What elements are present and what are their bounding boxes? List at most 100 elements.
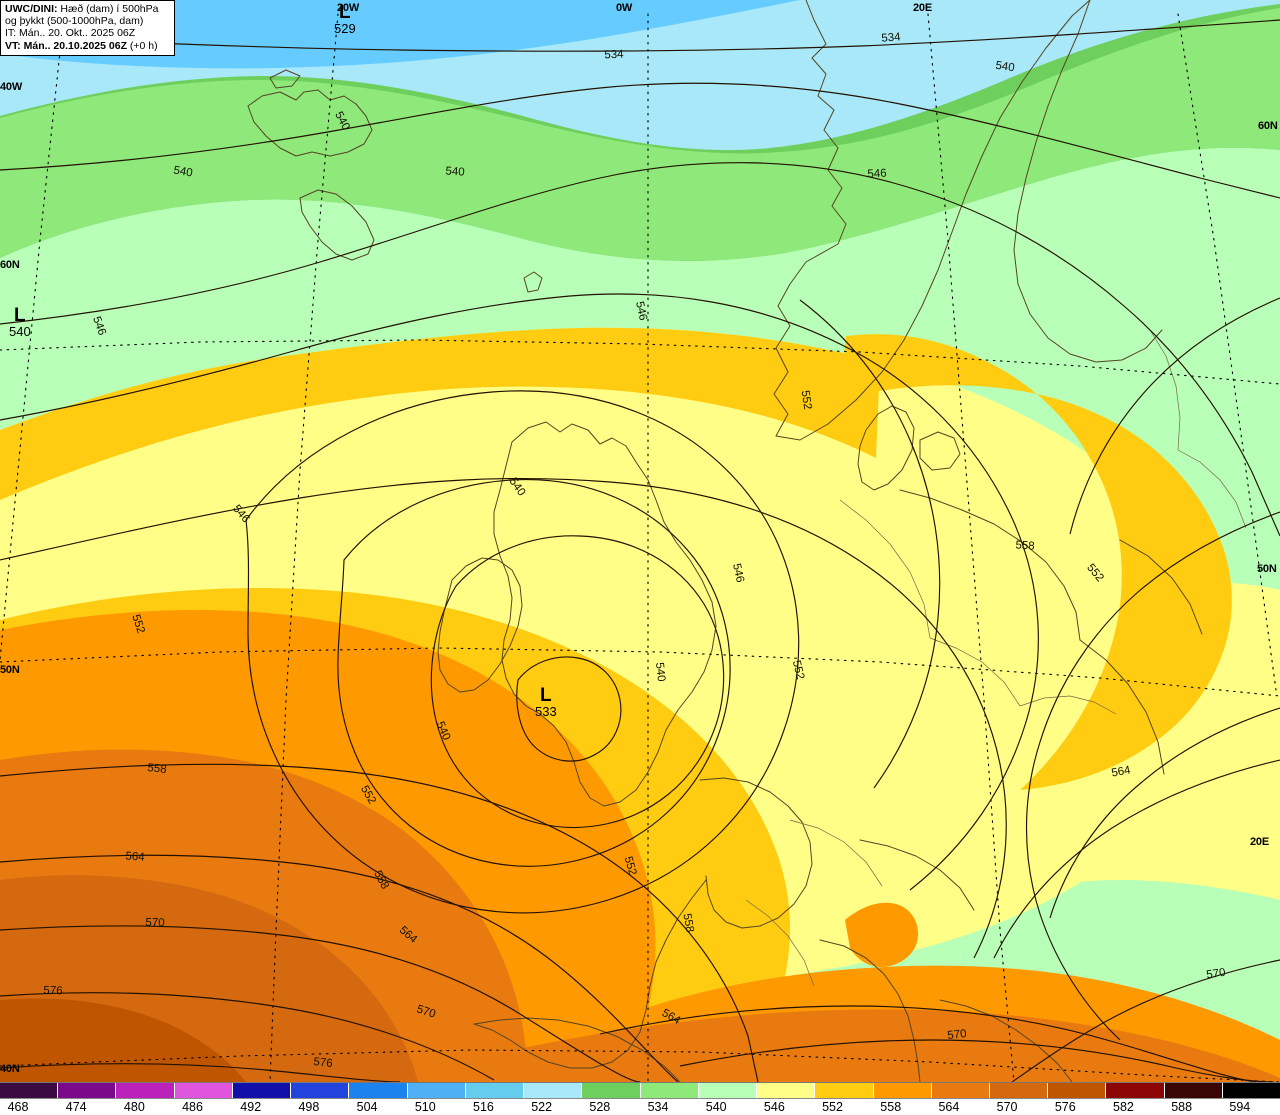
- svg-text:540: 540: [173, 164, 194, 179]
- colorbar-swatch-528[interactable]: [582, 1083, 641, 1098]
- colorbar-tick-570: 570: [996, 1100, 1018, 1114]
- coast-iceland-nw: [269, 69, 301, 89]
- contour-564-med: [599, 1005, 1257, 1082]
- coast-ireland: [437, 557, 523, 693]
- grid-label-60n-4: 60N: [1258, 120, 1278, 132]
- colorbar-tick-558: 558: [880, 1100, 902, 1114]
- contour-label-540-5: 540: [445, 165, 465, 178]
- colorbar-swatch-516[interactable]: [465, 1083, 525, 1098]
- contour-label-570-30: 570: [415, 1003, 437, 1020]
- grid-label-50n-7: 50N: [0, 664, 20, 676]
- colorbar-tick-540: 540: [705, 1100, 727, 1114]
- contour-576b: [0, 1063, 401, 1082]
- colorbar-swatches[interactable]: [0, 1082, 1280, 1098]
- contour-558: [0, 763, 759, 1082]
- colorbar-swatch-582[interactable]: [1106, 1083, 1165, 1098]
- contour-label-576-33: 576: [313, 1056, 333, 1070]
- colorbar-swatch-576[interactable]: [1048, 1083, 1107, 1098]
- colorbar-swatch-474[interactable]: [58, 1083, 117, 1098]
- map-canvas[interactable]: 534 534 540 540 540 540 546 546 546 552 546 540 546 5…: [0, 0, 1280, 1082]
- svg-text:546: 546: [867, 168, 887, 181]
- fill-band-540-546-upper: [0, 8, 1280, 261]
- contour-label-576-28: 576: [43, 985, 63, 998]
- grid-label-60n-5: 60N: [0, 259, 20, 271]
- colorbar-tick-564: 564: [938, 1100, 960, 1114]
- colorbar-tick-468: 468: [7, 1100, 29, 1114]
- info-field-description: Hæð (dam) í 500hPa og þykkt (500-1000hPa…: [5, 3, 159, 28]
- svg-text:558: 558: [147, 762, 167, 776]
- contour-552: [0, 477, 1007, 959]
- coast-denmark: [857, 405, 915, 491]
- contour-534-closed: [516, 656, 622, 762]
- coast-italy: [819, 939, 921, 1082]
- colorbar-swatch-540[interactable]: [698, 1083, 758, 1098]
- info-init-time-line: IT: Mán.. 20. Okt.. 2025 06Z: [5, 27, 169, 39]
- colorbar-swatch-552[interactable]: [815, 1083, 874, 1098]
- contour-label-552-15: 552: [129, 613, 146, 635]
- contour-label-534-1: 534: [881, 31, 902, 44]
- contour-label-540-4: 540: [173, 164, 194, 179]
- svg-text:570: 570: [415, 1003, 437, 1020]
- grid-label-20e-8: 20E: [1250, 836, 1269, 848]
- contour-label-558-25: 558: [680, 913, 695, 934]
- colorbar-swatch-498[interactable]: [291, 1083, 350, 1098]
- colorbar-tick-576: 576: [1054, 1100, 1076, 1114]
- colorbar-swatch-594[interactable]: [1222, 1083, 1280, 1098]
- colorbar-swatch-486[interactable]: [174, 1083, 233, 1098]
- colorbar-swatch-522[interactable]: [524, 1083, 583, 1098]
- contour-540-closed-outer: [245, 390, 800, 914]
- contour-label-570-29: 570: [1206, 967, 1227, 982]
- contour-540-north: [0, 82, 1280, 199]
- colorbar-swatch-558[interactable]: [873, 1083, 932, 1098]
- colorbar-swatch-570[interactable]: [989, 1083, 1049, 1098]
- contour-576: [0, 992, 495, 1081]
- contour-label-552-9: 552: [799, 390, 814, 411]
- contour-570: [0, 925, 641, 1082]
- colorbar-swatch-504[interactable]: [349, 1083, 408, 1098]
- parallel-50N: [0, 647, 1280, 697]
- contour-label-570-32: 570: [947, 1028, 967, 1042]
- colorbar-swatch-468[interactable]: [0, 1083, 59, 1098]
- colorbar-tick-498: 498: [298, 1100, 320, 1114]
- colorbar-swatch-480[interactable]: [116, 1083, 175, 1098]
- colorbar-tick-504: 504: [356, 1100, 378, 1114]
- contour-546-baltic: [1069, 297, 1280, 535]
- grid-label-20w-0: 20W: [337, 2, 360, 14]
- coast-sweden-east: [1013, 0, 1163, 363]
- svg-text:570: 570: [947, 1028, 967, 1042]
- svg-text:564: 564: [125, 850, 146, 863]
- contour-label-534-0: 534: [604, 49, 624, 62]
- colorbar-swatch-588[interactable]: [1164, 1083, 1223, 1098]
- svg-text:552: 552: [799, 390, 814, 411]
- colorbar-swatch-510[interactable]: [407, 1083, 466, 1098]
- info-valid-time-line: VT: Mán.. 20.10.2025 06Z (+0 h): [5, 40, 169, 52]
- svg-text:570: 570: [1206, 967, 1227, 982]
- colorbar-swatch-546[interactable]: [757, 1083, 816, 1098]
- info-valid-time-value: Mán.. 20.10.2025 06Z: [23, 39, 127, 52]
- svg-text:564: 564: [1111, 764, 1133, 779]
- colorbar-tick-492: 492: [240, 1100, 262, 1114]
- colorbar-tick-588: 588: [1171, 1100, 1193, 1114]
- svg-text:576: 576: [43, 985, 63, 998]
- grid-label-40w-3: 40W: [0, 81, 23, 93]
- colorbar-tick-528: 528: [589, 1100, 611, 1114]
- colorbar[interactable]: 468 474 480 486 492 498 504 510 516 522 528 534 540 5…: [0, 1082, 1280, 1115]
- colorbar-tick-582: 582: [1113, 1100, 1134, 1114]
- meridian-40E: [1177, 13, 1277, 691]
- colorbar-swatch-492[interactable]: [232, 1083, 292, 1098]
- info-init-time-value: Mán.. 20. Okt.. 2025 06Z: [19, 27, 136, 40]
- fill-band-558-564-adriatic: [845, 902, 918, 968]
- meridian-20E: [927, 13, 1015, 1082]
- low-pressure-marker-2: L 540: [9, 305, 31, 338]
- contour-label-564-24: 564: [125, 850, 146, 863]
- svg-text:576: 576: [313, 1056, 333, 1070]
- low-symbol: L: [14, 305, 26, 326]
- colorbar-swatch-564[interactable]: [931, 1083, 990, 1098]
- contour-552-east: [1025, 511, 1280, 1041]
- border-ne: [1119, 539, 1203, 635]
- contour-label-546-6: 546: [867, 168, 887, 181]
- contour-label-540-16: 540: [653, 662, 667, 682]
- colorbar-swatch-534[interactable]: [640, 1083, 699, 1098]
- info-init-time-label: IT:: [5, 27, 17, 40]
- low-pressure-marker-1: L 533: [535, 686, 557, 718]
